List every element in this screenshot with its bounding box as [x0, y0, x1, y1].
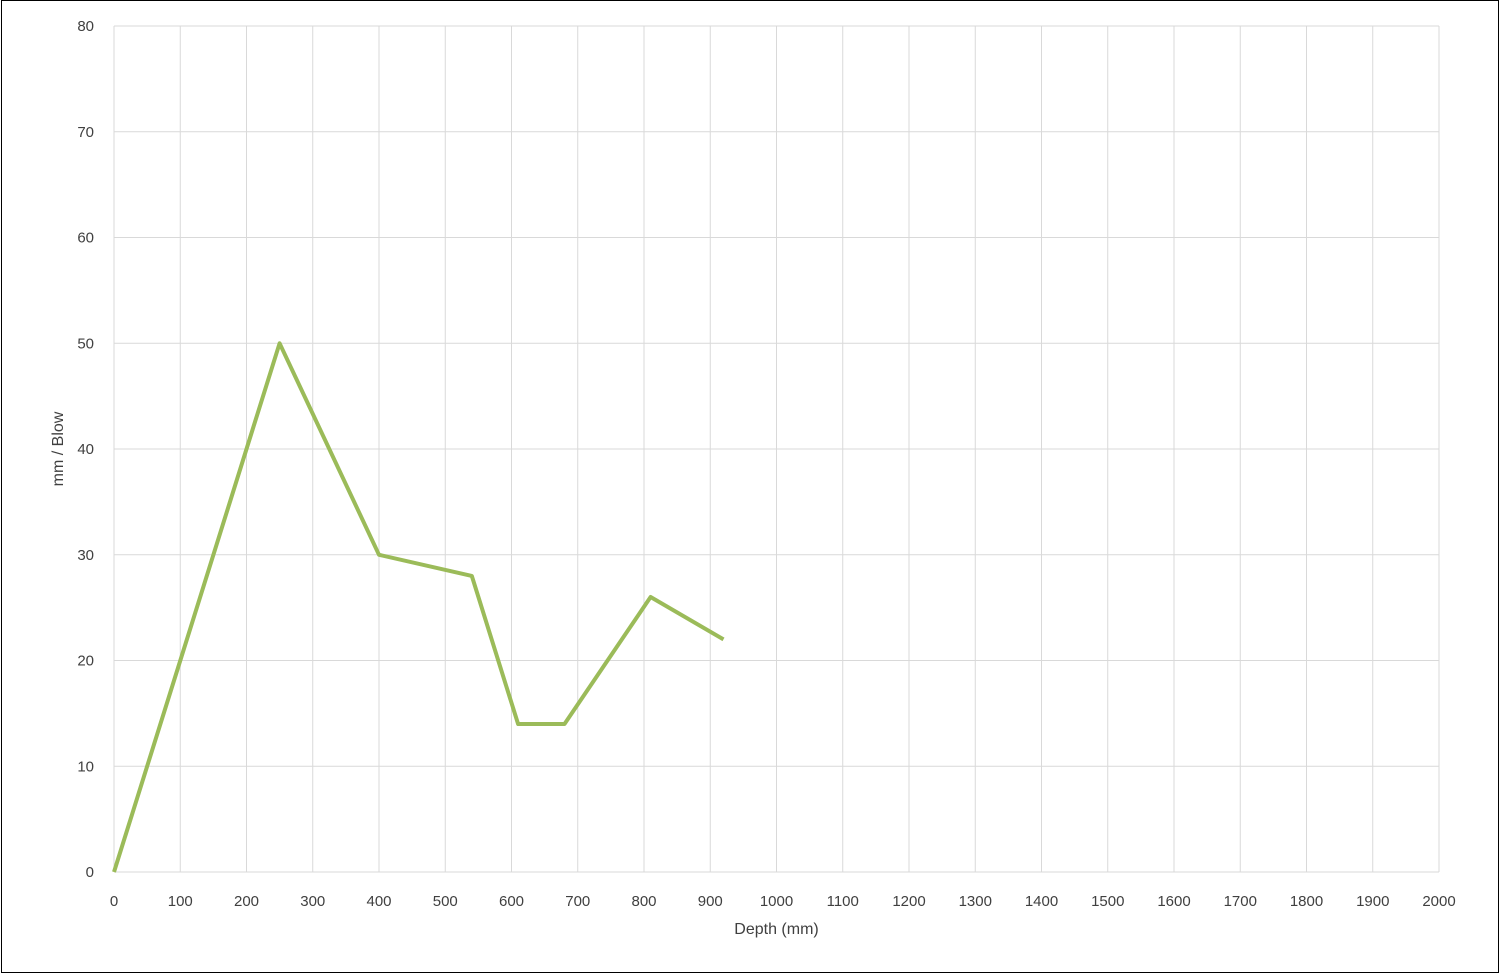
x-tick-label: 500: [433, 893, 458, 910]
x-tick-label: 400: [366, 893, 391, 910]
x-tick-label: 1900: [1356, 893, 1389, 910]
x-tick-label: 900: [698, 893, 723, 910]
x-tick-label: 1200: [892, 893, 925, 910]
x-tick-label: 100: [168, 893, 193, 910]
x-tick-label: 600: [499, 893, 524, 910]
y-tick-labels: 0 10 20 30 40 50 60 70 80: [77, 18, 94, 881]
x-tick-label: 1100: [827, 893, 859, 910]
x-tick-label: 700: [565, 893, 590, 910]
x-tick-label: 1800: [1290, 893, 1323, 910]
y-tick-label: 50: [77, 335, 94, 352]
series-layer: [112, 341, 725, 873]
x-tick-label: 1400: [1025, 893, 1058, 910]
y-tick-label: 80: [77, 18, 94, 35]
x-tick-labels: 0 100 200 300 400 500 600 700 800 900 1000 1100 1200…: [110, 893, 1456, 910]
y-tick-label: 20: [77, 653, 94, 670]
y-axis-title: mm / Blow: [50, 411, 67, 486]
x-tick-label: 1000: [760, 893, 793, 910]
series-line: [112, 341, 725, 873]
y-tick-label: 60: [77, 230, 94, 247]
x-tick-label: 1700: [1224, 893, 1257, 910]
y-tick-label: 70: [77, 124, 94, 141]
x-tick-label: 300: [300, 893, 325, 910]
grid-lines: [113, 25, 1440, 873]
x-tick-label: 1600: [1157, 893, 1190, 910]
y-tick-label: 0: [86, 864, 94, 881]
x-tick-label: 2000: [1422, 893, 1455, 910]
x-tick-label: 1500: [1091, 893, 1124, 910]
x-tick-label: 0: [110, 893, 118, 910]
y-tick-label: 30: [77, 547, 94, 564]
x-tick-label: 800: [631, 893, 656, 910]
y-tick-label: 40: [77, 441, 94, 458]
x-axis-title: Depth (mm): [734, 921, 818, 938]
x-tick-label: 200: [234, 893, 259, 910]
x-tick-label: 1300: [959, 893, 992, 910]
y-tick-label: 10: [77, 758, 94, 775]
